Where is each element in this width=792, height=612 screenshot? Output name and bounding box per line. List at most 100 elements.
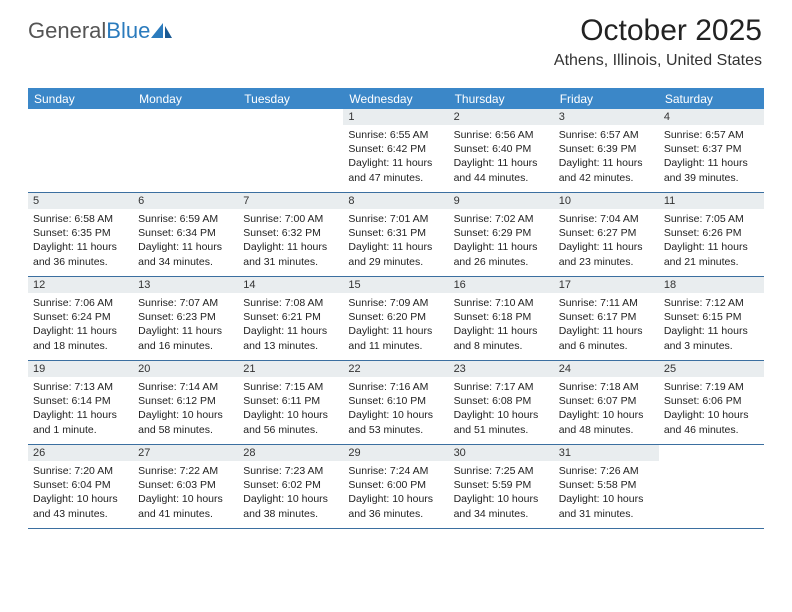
day-body: Sunrise: 7:07 AMSunset: 6:23 PMDaylight:… [133,293,238,358]
day-cell: 1Sunrise: 6:55 AMSunset: 6:42 PMDaylight… [343,109,448,193]
sunset-line: Sunset: 6:07 PM [559,394,654,408]
day-cell: 19Sunrise: 7:13 AMSunset: 6:14 PMDayligh… [28,361,133,445]
day-number: 15 [343,277,448,293]
week-row: 19Sunrise: 7:13 AMSunset: 6:14 PMDayligh… [28,361,764,445]
day-body: Sunrise: 7:26 AMSunset: 5:58 PMDaylight:… [554,461,659,526]
day-cell: 4 Sunrise: 6:57 AMSunset: 6:37 PMDaylight… [659,109,764,193]
daylight-line: Daylight: 11 hours and 42 minutes. [559,156,654,184]
day-body: Sunrise: 6:58 AMSunset: 6:35 PMDaylight:… [28,209,133,274]
sunrise-line: Sunrise: 7:15 AM [243,380,338,394]
logo-text-1: General [28,18,106,43]
day-number: 25 [659,361,764,377]
daylight-line: Daylight: 11 hours and 31 minutes. [243,240,338,268]
day-body: Sunrise: 7:19 AMSunset: 6:06 PMDaylight:… [659,377,764,442]
day-cell: 11Sunrise: 7:05 AMSunset: 6:26 PMDayligh… [659,193,764,277]
daylight-line: Daylight: 11 hours and 26 minutes. [454,240,549,268]
day-cell: 28Sunrise: 7:23 AMSunset: 6:02 PMDayligh… [238,445,343,529]
header-monday: Monday [133,92,238,106]
day-body: Sunrise: 7:05 AMSunset: 6:26 PMDaylight:… [659,209,764,274]
day-cell: 21Sunrise: 7:15 AMSunset: 6:11 PMDayligh… [238,361,343,445]
logo-text: GeneralBlue [28,18,150,44]
day-number: 11 [659,193,764,209]
day-number: 31 [554,445,659,461]
day-number: 12 [28,277,133,293]
sunset-line: Sunset: 6:00 PM [348,478,443,492]
day-number: 20 [133,361,238,377]
sunrise-line: Sunrise: 7:26 AM [559,464,654,478]
sunset-line: Sunset: 6:31 PM [348,226,443,240]
day-number: 5 [28,193,133,209]
sunrise-line: Sunrise: 6:57 AM [559,128,654,142]
sunset-line: Sunset: 6:29 PM [454,226,549,240]
day-cell: 20Sunrise: 7:14 AMSunset: 6:12 PMDayligh… [133,361,238,445]
day-body: Sunrise: 7:20 AMSunset: 6:04 PMDaylight:… [28,461,133,526]
day-body: Sunrise: 7:02 AMSunset: 6:29 PMDaylight:… [449,209,554,274]
sunrise-line: Sunrise: 7:13 AM [33,380,128,394]
day-body: Sunrise: 7:01 AMSunset: 6:31 PMDaylight:… [343,209,448,274]
day-cell: 27Sunrise: 7:22 AMSunset: 6:03 PMDayligh… [133,445,238,529]
day-number: 10 [554,193,659,209]
day-cell: 12Sunrise: 7:06 AMSunset: 6:24 PMDayligh… [28,277,133,361]
daylight-line: Daylight: 11 hours and 36 minutes. [33,240,128,268]
day-cell: 17Sunrise: 7:11 AMSunset: 6:17 PMDayligh… [554,277,659,361]
day-cell [659,445,764,529]
day-number: 28 [238,445,343,461]
day-cell: 23Sunrise: 7:17 AMSunset: 6:08 PMDayligh… [449,361,554,445]
daylight-line: Daylight: 11 hours and 13 minutes. [243,324,338,352]
daylight-line: Daylight: 10 hours and 41 minutes. [138,492,233,520]
day-number: 29 [343,445,448,461]
day-number: 30 [449,445,554,461]
sunrise-line: Sunrise: 7:00 AM [243,212,338,226]
sunset-line: Sunset: 6:18 PM [454,310,549,324]
week-row: 1Sunrise: 6:55 AMSunset: 6:42 PMDaylight… [28,109,764,193]
header-sunday: Sunday [28,92,133,106]
day-body: Sunrise: 7:25 AMSunset: 5:59 PMDaylight:… [449,461,554,526]
day-body: Sunrise: 7:11 AMSunset: 6:17 PMDaylight:… [554,293,659,358]
sunrise-line: Sunrise: 6:56 AM [454,128,549,142]
daylight-line: Daylight: 11 hours and 39 minutes. [664,156,759,184]
logo: GeneralBlue [28,18,174,44]
sunset-line: Sunset: 6:15 PM [664,310,759,324]
sunset-line: Sunset: 6:34 PM [138,226,233,240]
daylight-line: Daylight: 10 hours and 34 minutes. [454,492,549,520]
day-body: Sunrise: 7:13 AMSunset: 6:14 PMDaylight:… [28,377,133,442]
daylight-line: Daylight: 11 hours and 3 minutes. [664,324,759,352]
sunset-line: Sunset: 6:37 PM [664,142,759,156]
day-number: 19 [28,361,133,377]
daylight-line: Daylight: 11 hours and 23 minutes. [559,240,654,268]
sunrise-line: Sunrise: 7:17 AM [454,380,549,394]
day-cell [28,109,133,193]
sunset-line: Sunset: 6:21 PM [243,310,338,324]
sunset-line: Sunset: 6:12 PM [138,394,233,408]
day-number: 27 [133,445,238,461]
day-body: Sunrise: 7:23 AMSunset: 6:02 PMDaylight:… [238,461,343,526]
day-number: 4 [659,109,764,125]
day-number: 26 [28,445,133,461]
sunrise-line: Sunrise: 6:57 AM [664,128,759,142]
calendar-header-row: Sunday Monday Tuesday Wednesday Thursday… [28,88,764,109]
daylight-line: Daylight: 11 hours and 1 minute. [33,408,128,436]
daylight-line: Daylight: 11 hours and 34 minutes. [138,240,233,268]
sunset-line: Sunset: 6:39 PM [559,142,654,156]
sunset-line: Sunset: 5:59 PM [454,478,549,492]
week-row: 5Sunrise: 6:58 AMSunset: 6:35 PMDaylight… [28,193,764,277]
day-body: Sunrise: 6:57 AMSunset: 6:39 PMDaylight:… [554,125,659,190]
daylight-line: Daylight: 10 hours and 31 minutes. [559,492,654,520]
day-cell: 22Sunrise: 7:16 AMSunset: 6:10 PMDayligh… [343,361,448,445]
header-thursday: Thursday [449,92,554,106]
day-body: Sunrise: 7:06 AMSunset: 6:24 PMDaylight:… [28,293,133,358]
day-number: 22 [343,361,448,377]
sunset-line: Sunset: 6:35 PM [33,226,128,240]
day-number: 18 [659,277,764,293]
sunrise-line: Sunrise: 7:24 AM [348,464,443,478]
month-title: October 2025 [554,14,762,48]
daylight-line: Daylight: 11 hours and 6 minutes. [559,324,654,352]
daylight-line: Daylight: 11 hours and 47 minutes. [348,156,443,184]
daylight-line: Daylight: 10 hours and 56 minutes. [243,408,338,436]
day-body: Sunrise: 7:18 AMSunset: 6:07 PMDaylight:… [554,377,659,442]
week-row: 26Sunrise: 7:20 AMSunset: 6:04 PMDayligh… [28,445,764,529]
day-cell [133,109,238,193]
day-number: 23 [449,361,554,377]
daylight-line: Daylight: 10 hours and 36 minutes. [348,492,443,520]
sunrise-line: Sunrise: 7:01 AM [348,212,443,226]
